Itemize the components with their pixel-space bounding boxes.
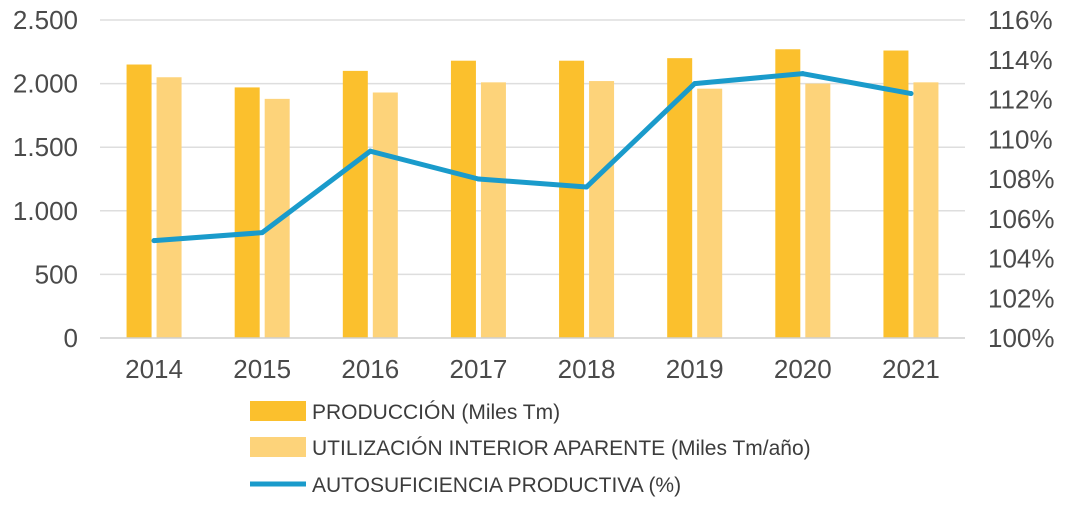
autosuficiencia-line [151, 71, 914, 244]
right-tick-label: 110% [988, 124, 1053, 154]
bars [126, 49, 939, 339]
left-tick-label: 1.000 [13, 196, 78, 226]
legend-label: PRODUCCIÓN (Miles Tm) [312, 401, 560, 424]
x-tick-label: 2016 [341, 354, 399, 384]
left-tick-label: 1.500 [13, 132, 78, 162]
x-axis-ticks: 2014 2015 2016 2017 2018 2019 2020 2021 [125, 354, 940, 384]
right-tick-label: 114% [988, 45, 1053, 75]
right-tick-label: 100% [988, 323, 1055, 353]
bar-produccion [234, 87, 260, 338]
bar-utilizacion [156, 77, 182, 339]
right-tick-label: 102% [988, 283, 1055, 313]
right-tick-label: 104% [988, 244, 1055, 274]
autosuficiencia-point [151, 238, 157, 244]
autosuficiencia-point [692, 81, 698, 87]
x-tick-label: 2017 [450, 354, 508, 384]
right-tick-label: 112% [988, 85, 1053, 115]
bar-utilizacion [697, 88, 723, 338]
bar-utilizacion [913, 82, 939, 338]
bar-utilizacion [480, 82, 506, 338]
legend-label: UTILIZACIÓN INTERIOR APARENTE (Miles Tm/… [312, 437, 811, 460]
right-axis-ticks: 100% 102% 104% 106% 108% 110% 112% 114% 116% [988, 5, 1055, 353]
left-axis-ticks: 0 500 1.000 1.500 2.000 2.500 [13, 5, 78, 353]
legend-swatch [250, 401, 306, 421]
legend: PRODUCCIÓN (Miles Tm) UTILIZACIÓN INTERIO… [250, 401, 811, 497]
x-tick-label: 2019 [666, 354, 724, 384]
autosuficiencia-point [367, 148, 373, 154]
bar-utilizacion [805, 83, 831, 338]
autosuficiencia-point [259, 230, 265, 236]
bar-utilizacion [372, 92, 398, 338]
x-tick-label: 2020 [774, 354, 832, 384]
right-tick-label: 116% [988, 5, 1053, 35]
right-tick-label: 106% [988, 204, 1055, 234]
x-tick-label: 2015 [233, 354, 291, 384]
left-tick-label: 2.500 [13, 5, 78, 35]
bar-produccion [450, 60, 476, 338]
bar-produccion [126, 64, 152, 339]
bar-produccion [883, 50, 909, 338]
line-series [151, 71, 914, 244]
x-tick-label: 2021 [882, 354, 940, 384]
autosuficiencia-point [908, 91, 914, 97]
autosuficiencia-point [475, 176, 481, 182]
autosuficiencia-point [584, 184, 590, 190]
bar-produccion [559, 60, 585, 338]
legend-label: AUTOSUFICIENCIA PRODUCTIVA (%) [312, 474, 681, 497]
left-tick-label: 2.000 [13, 69, 78, 99]
bar-produccion [342, 70, 368, 338]
left-tick-label: 0 [64, 323, 78, 353]
x-tick-label: 2018 [558, 354, 616, 384]
right-tick-label: 108% [988, 164, 1055, 194]
bar-utilizacion [589, 81, 615, 338]
x-tick-label: 2014 [125, 354, 183, 384]
left-tick-label: 500 [35, 259, 78, 289]
bar-produccion [775, 49, 801, 338]
autosuficiencia-point [800, 71, 806, 77]
legend-swatch [250, 437, 306, 457]
